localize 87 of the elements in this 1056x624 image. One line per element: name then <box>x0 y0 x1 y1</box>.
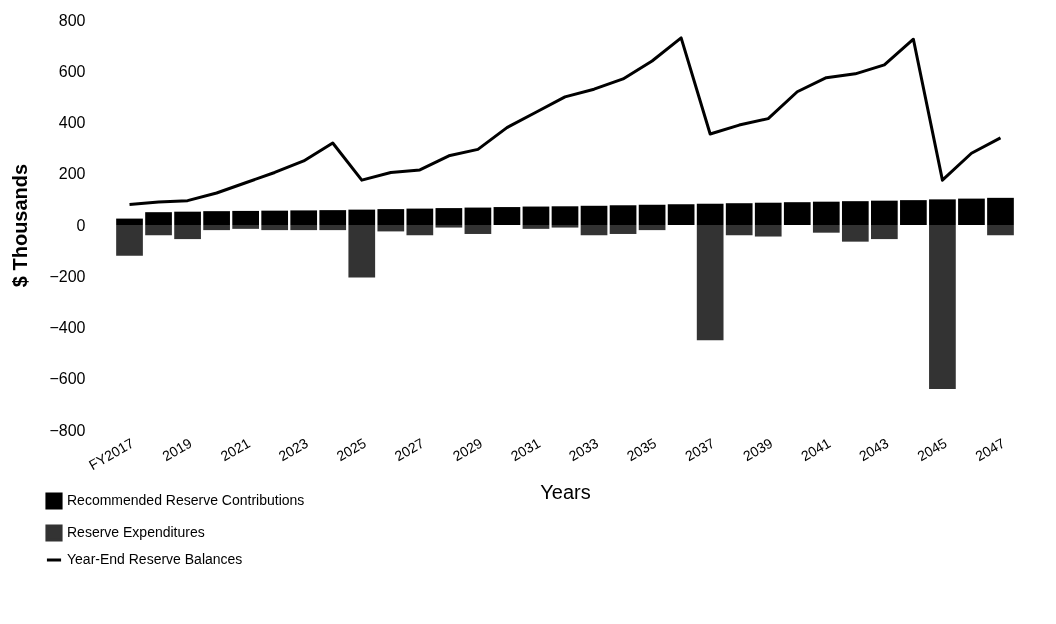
bar <box>638 225 666 231</box>
bar <box>696 225 724 341</box>
bar <box>580 225 608 236</box>
bar <box>493 207 521 225</box>
bar <box>522 225 550 229</box>
bar <box>522 206 550 225</box>
legend-label: Year-End Reserve Balances <box>67 551 243 567</box>
y-tick-label: −400 <box>49 319 86 336</box>
bar <box>464 225 492 234</box>
bar <box>348 225 376 278</box>
legend-label: Reserve Expenditures <box>67 524 205 540</box>
bar <box>841 225 869 242</box>
bar <box>290 210 318 225</box>
bar <box>580 205 608 225</box>
bar <box>551 225 579 228</box>
line-series <box>128 36 1002 206</box>
bar <box>987 197 1014 225</box>
bar <box>725 225 753 236</box>
bar <box>377 225 405 232</box>
y-axis-title: $ Thousands <box>9 163 32 288</box>
x-axis-title: Years <box>540 481 591 504</box>
x-tick-label: 2029 <box>449 434 486 465</box>
y-tick-label: 0 <box>76 216 86 234</box>
bar <box>929 199 956 225</box>
x-tick-label: 2019 <box>159 434 195 465</box>
bar <box>783 202 811 225</box>
bar <box>406 225 434 236</box>
x-tick-label: 2045 <box>914 434 950 465</box>
x-tick-label: 2033 <box>566 434 602 465</box>
bar <box>754 225 782 237</box>
bar <box>174 225 201 240</box>
bar <box>377 209 405 225</box>
bar <box>464 207 492 225</box>
bar <box>871 200 898 225</box>
x-tick-label: 2037 <box>682 434 718 465</box>
bar <box>871 225 898 240</box>
y-tick-label: 400 <box>58 114 86 131</box>
bar <box>203 225 230 231</box>
bar <box>116 225 143 256</box>
bar <box>290 225 318 231</box>
y-tick-label: −600 <box>49 370 86 388</box>
bar <box>232 210 259 225</box>
x-tick-label: 2025 <box>333 434 369 465</box>
y-tick-label: 600 <box>58 62 86 80</box>
bar <box>406 208 434 225</box>
bar <box>638 204 666 225</box>
bar <box>435 208 463 225</box>
x-tick-label: 2047 <box>972 434 1008 465</box>
bar <box>900 200 927 225</box>
bar <box>609 225 637 234</box>
bar <box>319 210 347 225</box>
bar <box>987 225 1014 236</box>
bar <box>145 212 172 225</box>
bar <box>841 201 869 225</box>
bar <box>812 225 840 233</box>
legend-label: Recommended Reserve Contributions <box>67 492 305 508</box>
x-tick-label: 2039 <box>740 434 776 465</box>
bar <box>319 225 347 231</box>
bar <box>551 206 579 225</box>
bar <box>725 203 753 225</box>
bar <box>696 203 724 225</box>
x-tick-label: 2035 <box>624 434 660 465</box>
bar <box>609 205 637 225</box>
bar <box>232 225 259 229</box>
x-tick-label: 2023 <box>275 434 311 465</box>
x-tick-label: 2043 <box>856 434 892 465</box>
bar <box>261 225 289 231</box>
bar <box>435 225 463 228</box>
bar <box>203 211 230 225</box>
bar <box>667 204 695 225</box>
x-tick-label: 2041 <box>798 434 834 465</box>
y-tick-label: −800 <box>49 421 86 439</box>
bar <box>348 209 376 225</box>
bar <box>812 201 840 225</box>
y-tick-label: −200 <box>49 267 86 285</box>
x-tick-label: 2031 <box>507 434 544 465</box>
bar <box>958 198 985 225</box>
x-tick-label: 2027 <box>391 434 428 465</box>
bar <box>145 225 172 236</box>
x-tick-label: 2021 <box>217 434 253 465</box>
bar <box>754 202 782 225</box>
y-tick-label: 800 <box>58 11 86 29</box>
bar <box>116 218 143 225</box>
bar <box>929 225 956 389</box>
bar <box>174 211 201 225</box>
bar <box>261 210 289 225</box>
y-tick-label: 200 <box>58 165 86 183</box>
